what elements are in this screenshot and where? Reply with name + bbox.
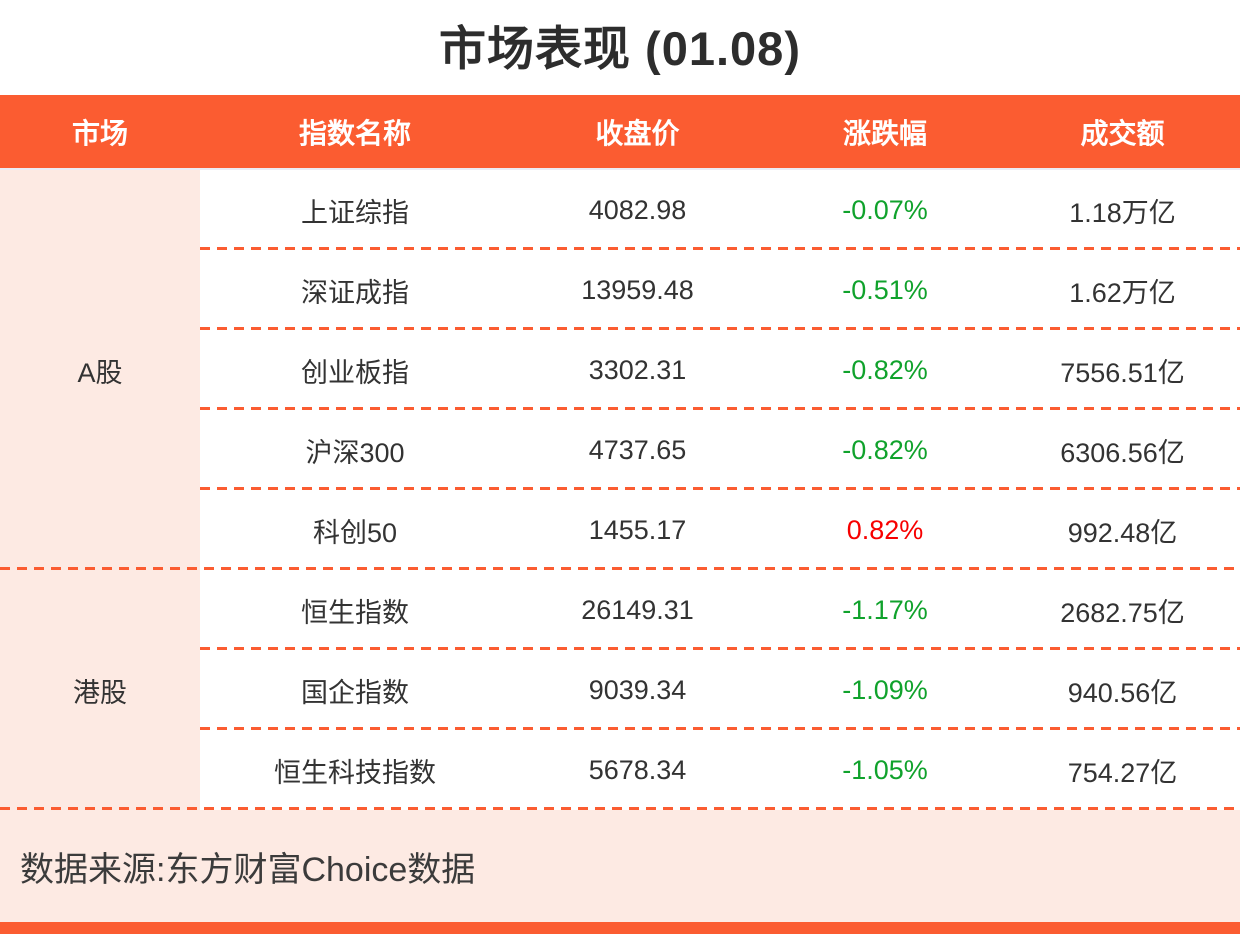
data-source-text: 数据来源:东方财富Choice数据 xyxy=(20,850,476,889)
table-row: 沪深300 4737.65 -0.82% 6306.56亿 xyxy=(200,410,1240,490)
index-name-cell: 国企指数 xyxy=(301,677,409,708)
index-name-cell: 恒生科技指数 xyxy=(274,757,436,788)
table-row: 恒生指数 26149.31 -1.17% 2682.75亿 xyxy=(200,570,1240,650)
change-cell: -0.82% xyxy=(842,434,928,465)
bottom-accent-bar xyxy=(0,922,1240,934)
header-cell-change: 涨跌幅 xyxy=(842,117,927,149)
close-cell: 1455.17 xyxy=(588,514,687,545)
table-row: 科创50 1455.17 0.82% 992.48亿 xyxy=(200,490,1240,570)
header-cell-close: 收盘价 xyxy=(595,117,680,149)
a-shares-rows: 上证综指 4082.98 -0.07% 1.18万亿 深证成指 13959.48… xyxy=(200,170,1240,570)
change-cell: -0.82% xyxy=(842,354,928,385)
close-cell: 26149.31 xyxy=(581,594,694,625)
hk-shares-rows: 恒生指数 26149.31 -1.17% 2682.75亿 国企指数 9039.… xyxy=(200,570,1240,810)
turnover-cell: 6306.56亿 xyxy=(1060,437,1185,468)
turnover-cell: 7556.51亿 xyxy=(1060,357,1185,388)
change-cell: -1.05% xyxy=(842,754,928,785)
table-row: 深证成指 13959.48 -0.51% 1.62万亿 xyxy=(200,250,1240,330)
header-cell-market: 市场 xyxy=(71,117,128,149)
market-group-hk-shares: 港股 恒生指数 26149.31 -1.17% 2682.75亿 国企指数 90… xyxy=(0,570,1240,810)
header-cell-turnover: 成交额 xyxy=(1080,117,1165,149)
table-row: 创业板指 3302.31 -0.82% 7556.51亿 xyxy=(200,330,1240,410)
close-cell: 4082.98 xyxy=(588,194,687,225)
close-cell: 9039.34 xyxy=(588,674,687,705)
close-cell: 13959.48 xyxy=(581,274,694,305)
turnover-cell: 992.48亿 xyxy=(1067,517,1178,548)
change-cell: 0.82% xyxy=(846,514,924,545)
header-cell-index-name: 指数名称 xyxy=(298,117,411,149)
table-body: A股 上证综指 4082.98 -0.07% 1.18万亿 深证成指 13959… xyxy=(0,170,1240,810)
page-title: 市场表现 (01.08) xyxy=(439,22,801,75)
change-cell: -1.17% xyxy=(842,594,928,625)
change-cell: -1.09% xyxy=(842,674,928,705)
market-label-a-shares: A股 xyxy=(0,170,200,570)
turnover-cell: 1.62万亿 xyxy=(1069,277,1176,308)
index-name-cell: 深证成指 xyxy=(301,277,409,308)
index-name-cell: 上证综指 xyxy=(301,197,409,228)
market-group-a-shares: A股 上证综指 4082.98 -0.07% 1.18万亿 深证成指 13959… xyxy=(0,170,1240,570)
index-name-cell: 恒生指数 xyxy=(301,597,409,628)
change-cell: -0.51% xyxy=(842,274,928,305)
title-band: 市场表现 (01.08) xyxy=(0,0,1240,95)
market-label-hk-shares: 港股 xyxy=(0,570,200,810)
close-cell: 5678.34 xyxy=(588,754,687,785)
close-cell: 4737.65 xyxy=(588,434,687,465)
table-row: 恒生科技指数 5678.34 -1.05% 754.27亿 xyxy=(200,730,1240,810)
turnover-cell: 1.18万亿 xyxy=(1069,197,1176,228)
data-source-band: 数据来源:东方财富Choice数据 xyxy=(0,810,1240,922)
turnover-cell: 940.56亿 xyxy=(1067,677,1178,708)
turnover-cell: 2682.75亿 xyxy=(1060,597,1185,628)
index-name-cell: 科创50 xyxy=(312,517,398,548)
table-row: 国企指数 9039.34 -1.09% 940.56亿 xyxy=(200,650,1240,730)
table-header-row: 市场 指数名称 收盘价 涨跌幅 成交额 xyxy=(0,95,1240,170)
index-name-cell: 沪深300 xyxy=(305,437,405,468)
table-row: 上证综指 4082.98 -0.07% 1.18万亿 xyxy=(200,170,1240,250)
change-cell: -0.07% xyxy=(842,194,928,225)
index-name-cell: 创业板指 xyxy=(301,357,409,388)
close-cell: 3302.31 xyxy=(588,354,687,385)
turnover-cell: 754.27亿 xyxy=(1067,757,1178,788)
